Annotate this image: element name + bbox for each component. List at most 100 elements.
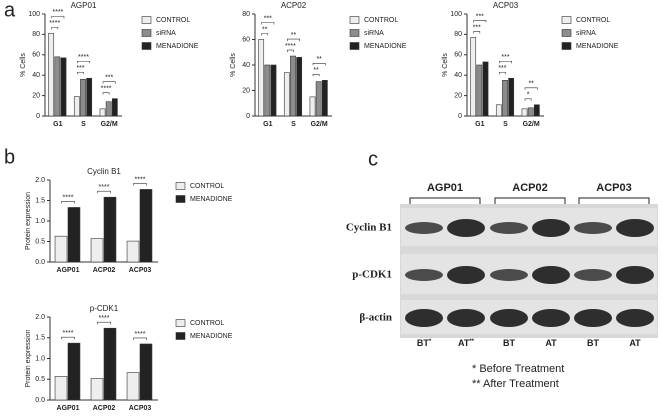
significance-label: **** xyxy=(78,54,89,61)
y-tick-label: 2.0 xyxy=(35,177,45,184)
significance-label: *** xyxy=(473,24,481,31)
significance-label: **** xyxy=(49,20,60,27)
legend-swatch xyxy=(175,332,186,340)
blot-band xyxy=(616,309,654,327)
significance-bracket xyxy=(77,60,90,64)
significance-bracket xyxy=(524,98,532,101)
bar xyxy=(290,55,296,117)
significance-label: ** xyxy=(291,32,297,39)
blot-row-label: Cyclin B1 xyxy=(346,222,392,234)
y-tick-label: 20 xyxy=(32,92,40,99)
blot-bracket xyxy=(578,197,650,204)
x-tick-label: AGP01 xyxy=(57,267,80,274)
bar xyxy=(296,57,303,117)
panel-label: c xyxy=(368,148,378,170)
bar xyxy=(264,64,271,117)
x-tick-label: AGP01 xyxy=(57,405,80,412)
lane-superscript: * xyxy=(429,339,432,345)
significance-bracket xyxy=(61,336,75,340)
significance-label: * xyxy=(527,92,530,99)
lane-text: AT xyxy=(545,338,557,348)
lane-text: AT xyxy=(458,338,470,348)
bar xyxy=(60,57,67,117)
bar xyxy=(86,77,93,117)
y-axis-label: % Cells xyxy=(20,53,27,77)
bar xyxy=(111,98,118,117)
y-tick-label: 0.0 xyxy=(35,397,45,404)
y-tick-label: 0.0 xyxy=(35,259,45,266)
significance-bracket xyxy=(133,337,147,340)
bar xyxy=(476,64,483,117)
y-tick-label: 60 xyxy=(242,36,250,43)
bar xyxy=(67,207,81,263)
significance-label: **** xyxy=(52,9,63,16)
significance-bracket xyxy=(97,190,111,194)
legend-swatch xyxy=(141,16,152,24)
x-tick-label: S xyxy=(291,121,296,128)
blot-band xyxy=(490,309,528,327)
y-tick-label: 20 xyxy=(242,87,250,94)
significance-label: **** xyxy=(99,315,110,322)
blot-band xyxy=(490,269,528,281)
legend-label: CONTROL xyxy=(190,183,224,190)
bar xyxy=(482,61,489,117)
legend-swatch xyxy=(141,29,152,37)
y-axis-label: Protein expression xyxy=(25,329,32,387)
significance-bracket xyxy=(312,74,320,77)
significance-label: *** xyxy=(76,65,84,72)
blot-strip xyxy=(401,300,657,334)
blot-band xyxy=(532,219,570,237)
bar xyxy=(54,376,68,401)
y-tick-label: 0.5 xyxy=(35,238,45,245)
legend-label: MENADIONE xyxy=(364,43,407,50)
significance-bracket xyxy=(51,16,65,19)
legend-label: CONTROL xyxy=(190,320,224,327)
lane-text: BT xyxy=(503,338,515,348)
blot-band xyxy=(616,266,654,284)
lane-text: BT xyxy=(587,338,599,348)
significance-label: **** xyxy=(135,176,146,183)
blot-band xyxy=(447,219,485,237)
y-tick-label: 60 xyxy=(32,52,40,59)
significance-bracket xyxy=(51,27,59,30)
significance-label: **** xyxy=(101,86,112,93)
bar xyxy=(67,342,81,401)
bar xyxy=(139,189,153,263)
legend-label: siRNA xyxy=(156,30,176,37)
y-tick-label: 0 xyxy=(458,113,462,120)
lane-text: AT xyxy=(629,338,641,348)
legend-swatch xyxy=(349,42,360,50)
y-tick-label: 20 xyxy=(454,92,462,99)
bar xyxy=(495,104,502,117)
panel-label: b xyxy=(4,146,15,168)
blot-band xyxy=(490,222,528,234)
blot-group-label: AGP01 xyxy=(427,182,463,194)
x-tick-label: ACP02 xyxy=(93,405,116,412)
bar xyxy=(521,108,528,117)
blot-band xyxy=(405,269,443,281)
significance-bracket xyxy=(77,71,84,75)
significance-bracket xyxy=(499,71,506,75)
blot-group-label: ACP03 xyxy=(596,182,631,194)
bar xyxy=(48,33,55,117)
bar xyxy=(283,72,290,117)
blot-strip xyxy=(401,208,657,246)
significance-label: **** xyxy=(63,194,74,201)
legend-label: CONTROL xyxy=(364,17,398,24)
legend-swatch xyxy=(175,195,186,203)
blot-band xyxy=(447,309,485,327)
lane-label: AT xyxy=(545,338,557,348)
legend-swatch xyxy=(175,319,186,327)
lane-label: BT xyxy=(503,338,515,348)
y-tick-label: 100 xyxy=(28,11,40,18)
y-tick-label: 80 xyxy=(454,31,462,38)
bar xyxy=(258,39,265,117)
chart-title: AGP01 xyxy=(71,1,97,10)
lane-label: AT xyxy=(629,338,641,348)
lane-text: BT xyxy=(417,338,429,348)
bar xyxy=(533,104,540,117)
legend-swatch xyxy=(349,16,360,24)
bar xyxy=(99,108,106,117)
lane-label: AT** xyxy=(458,338,475,348)
legend-swatch xyxy=(141,42,152,50)
